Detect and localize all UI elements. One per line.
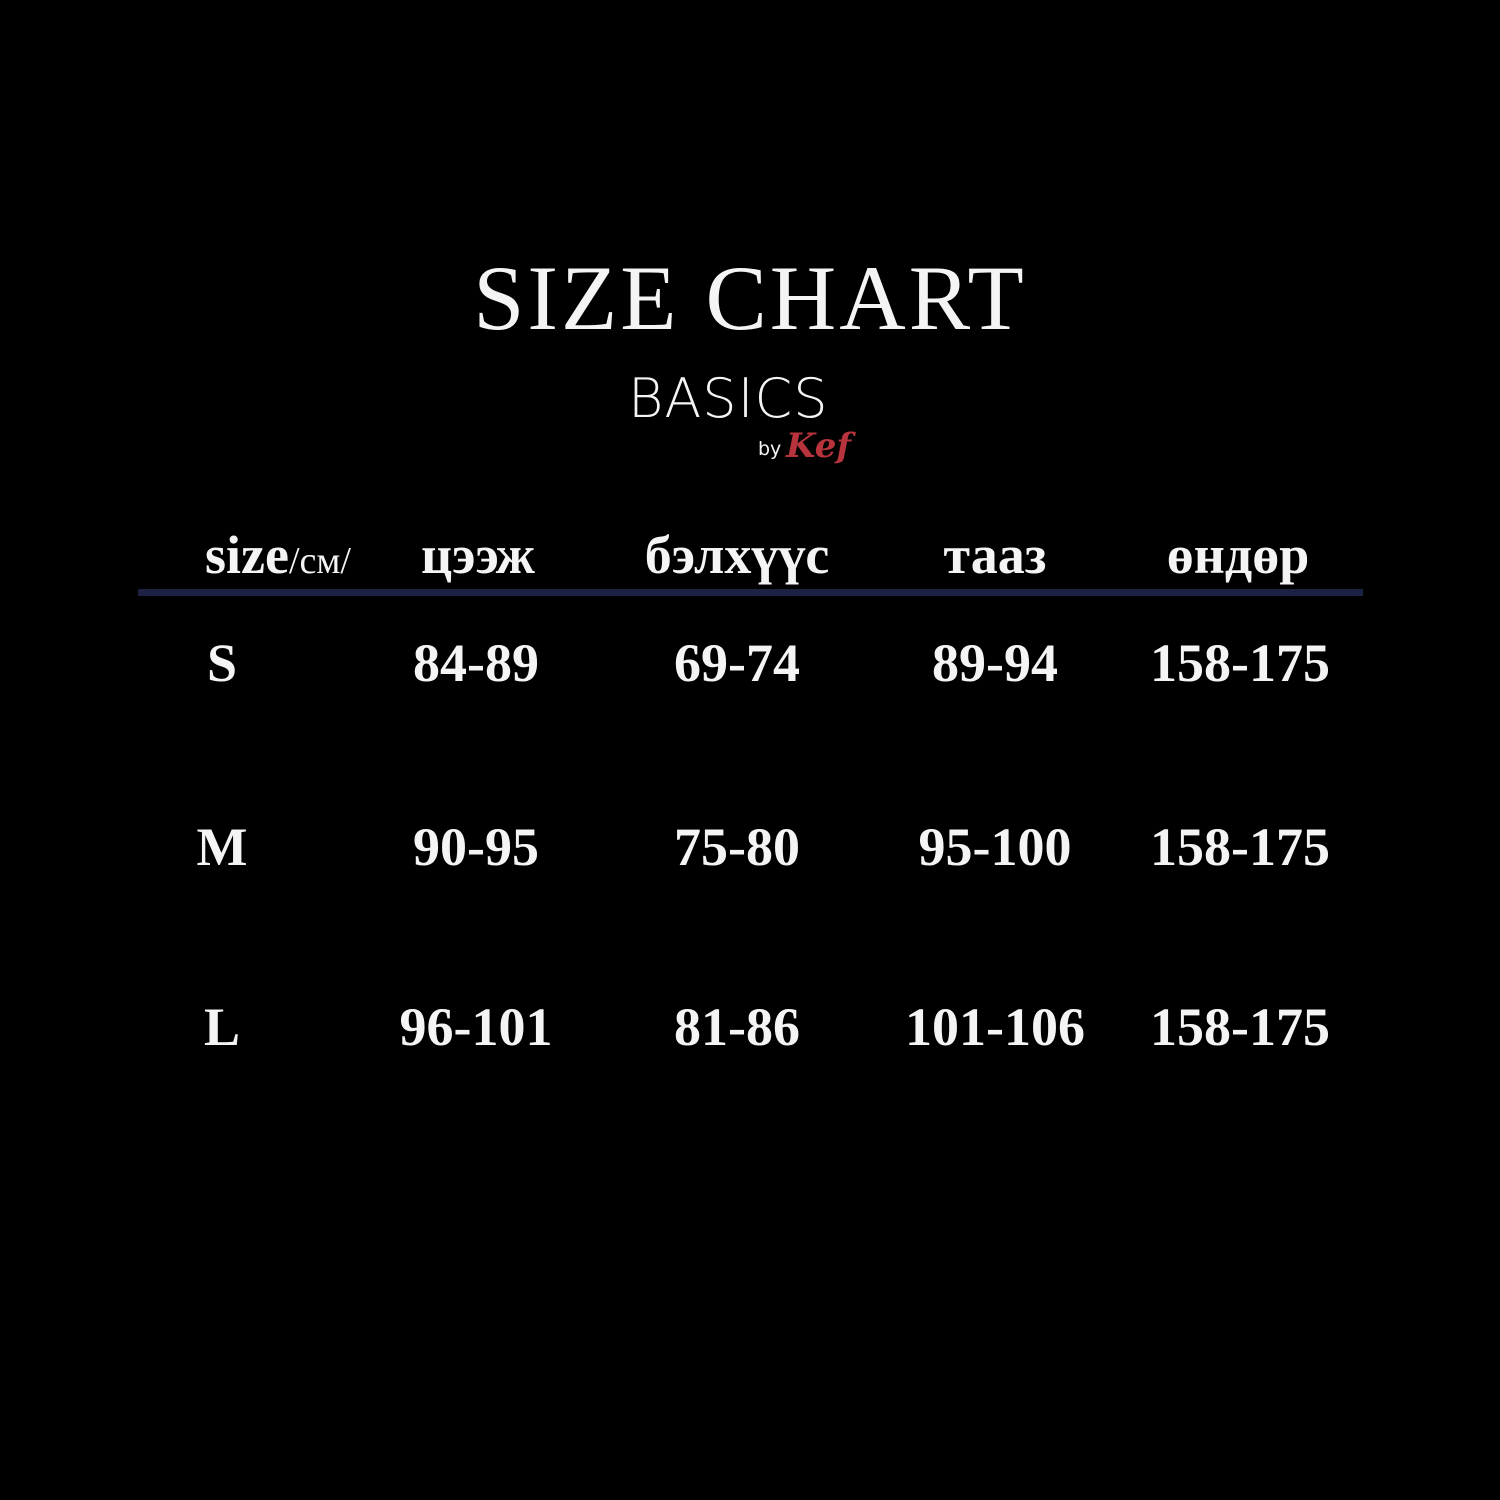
measurement-cell: 84-89	[413, 633, 539, 693]
measurement-cell: 90-95	[413, 817, 539, 877]
measurement-cell: 101-106	[905, 997, 1085, 1057]
size-label: S	[206, 633, 238, 693]
header-size-label: size	[205, 525, 289, 585]
header-hip: тааз	[943, 525, 1047, 585]
logo-basics: BASICS	[628, 367, 829, 430]
measurement-cell: 158-175	[1150, 817, 1330, 877]
measurement-cell: 158-175	[1150, 997, 1330, 1057]
brand-logo: BASICS by Kef	[628, 372, 868, 482]
measurement-cell: 95-100	[918, 817, 1072, 877]
logo-by: by	[758, 438, 782, 460]
header-unit: /см/	[288, 540, 351, 582]
header-size: size/см/	[205, 528, 351, 582]
measurement-cell: 69-74	[674, 633, 800, 693]
size-label: L	[203, 997, 241, 1057]
header-height: өндөр	[1166, 525, 1310, 585]
logo-kef: Kef	[786, 426, 852, 466]
measurement-cell: 89-94	[932, 633, 1058, 693]
page-title: SIZE CHART	[473, 247, 1027, 349]
size-label: M	[196, 817, 248, 877]
measurement-cell: 75-80	[674, 817, 800, 877]
measurement-cell: 96-101	[399, 997, 553, 1057]
measurement-cell: 158-175	[1150, 633, 1330, 693]
header-waist: бэлхүүс	[644, 525, 830, 585]
header-divider	[138, 589, 1363, 596]
header-chest: цээж	[421, 525, 535, 585]
measurement-cell: 81-86	[674, 997, 800, 1057]
